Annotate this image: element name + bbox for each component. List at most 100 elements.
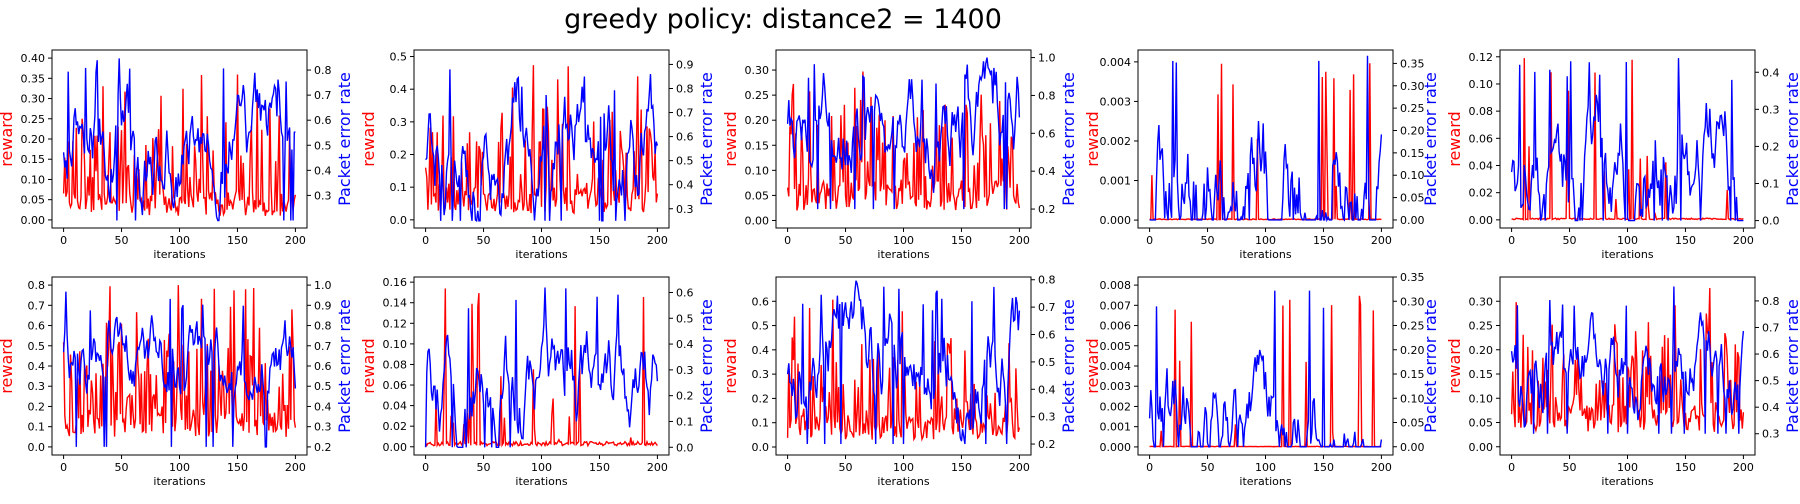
- y2-tick-label: 0.05: [1400, 417, 1425, 430]
- x-tick-label: 200: [647, 234, 668, 247]
- x-tick-label: 0: [60, 461, 67, 474]
- subplot-2: 0 50 100 150 200 iterations 0.0 0.1 0.2 0.3 0.4 0.5…: [359, 49, 716, 261]
- y2-tick-label: 0.4: [676, 179, 694, 192]
- y2-tick-label: 0.4: [676, 338, 694, 351]
- y2-tick-label: 0.4: [1762, 66, 1780, 79]
- x-axis-label: iterations: [1601, 475, 1653, 488]
- y-tick-label: 0.30: [1469, 295, 1494, 308]
- y2-tick-label: 0.10: [1400, 169, 1425, 182]
- y2-tick-label: 0.35: [1400, 57, 1425, 70]
- y2-tick-label: 0.2: [314, 441, 332, 454]
- y2-tick-label: 0.4: [1762, 401, 1780, 414]
- y-tick-label: 0.15: [21, 153, 46, 166]
- reward-series-line: [62, 74, 297, 217]
- y2-tick-label: 0.2: [1038, 203, 1056, 216]
- per-series-line: [62, 58, 296, 222]
- y2-tick-label: 0.7: [1038, 301, 1056, 314]
- y2-tick-label: 0.15: [1400, 368, 1425, 381]
- y-tick-label: 0.4: [28, 360, 46, 373]
- y-tick-label: 0.002: [1100, 400, 1132, 413]
- x-axis-label: iterations: [1239, 475, 1291, 488]
- y-tick-label: 0.25: [21, 113, 46, 126]
- y2-tick-label: 0.8: [314, 320, 332, 333]
- per-series-line: [1510, 58, 1744, 222]
- x-tick-label: 0: [60, 234, 67, 247]
- y-tick-label: 0.4: [390, 83, 408, 96]
- y-tick-label: 0.003: [1100, 380, 1132, 393]
- y-tick-label: 0.007: [1100, 299, 1132, 312]
- per-series-line: [425, 69, 659, 223]
- x-axis-label: iterations: [1239, 248, 1291, 261]
- x-tick-label: 50: [1201, 461, 1215, 474]
- y2-tick-label: 0.2: [1762, 140, 1780, 153]
- y-tick-label: 0.001: [1100, 421, 1132, 434]
- y-axis-label-per: Packet error rate: [1421, 299, 1440, 433]
- y-tick-label: 0.000: [1100, 441, 1132, 454]
- x-tick-label: 150: [227, 461, 248, 474]
- y-tick-label: 0.04: [383, 400, 408, 413]
- y2-tick-label: 0.00: [1400, 441, 1425, 454]
- y-tick-label: 0.20: [745, 114, 770, 127]
- y2-tick-label: 0.8: [1038, 274, 1056, 287]
- x-tick-label: 200: [1371, 234, 1392, 247]
- y-axis-label-per: Packet error rate: [1421, 72, 1440, 206]
- per-series-line: [1510, 286, 1745, 434]
- per-series-line: [62, 291, 297, 448]
- figure-title: greedy policy: distance2 = 1400: [564, 4, 1002, 35]
- y-tick-label: 0.5: [390, 51, 408, 64]
- subplot-6: 0 50 100 150 200 iterations 0.0 0.1 0.2 0.3 0.4 0.5…: [0, 276, 354, 488]
- subplot-9: 0 50 100 150 200 iterations 0.000 0.001 0.002 0.0…: [1083, 271, 1440, 488]
- y-tick-label: 0.30: [745, 64, 770, 77]
- per-series-line: [424, 287, 659, 448]
- x-tick-label: 0: [1146, 461, 1153, 474]
- y2-tick-label: 0.6: [1038, 127, 1056, 140]
- y-tick-label: 0.00: [1469, 214, 1494, 227]
- reward-series-line: [62, 285, 297, 437]
- y2-tick-label: 0.5: [314, 139, 332, 152]
- x-tick-label: 150: [951, 461, 972, 474]
- y-tick-label: 0.3: [390, 116, 408, 129]
- y2-tick-label: 0.20: [1400, 344, 1425, 357]
- y-tick-label: 0.25: [745, 89, 770, 102]
- y-tick-label: 0.0: [28, 441, 46, 454]
- y-tick-label: 0.1: [752, 417, 770, 430]
- reward-series-line: [424, 288, 658, 448]
- y-tick-label: 0.008: [1100, 279, 1132, 292]
- y2-tick-label: 0.3: [314, 189, 332, 202]
- y2-tick-label: 0.0: [1762, 215, 1780, 228]
- x-tick-label: 50: [115, 234, 129, 247]
- subplot-10: 0 50 100 150 200 iterations 0.00 0.05 0.10 0.15 0.…: [1445, 276, 1800, 488]
- y-tick-label: 0.40: [21, 52, 46, 65]
- x-tick-label: 0: [422, 461, 429, 474]
- y-tick-label: 0.0: [752, 441, 770, 454]
- y2-tick-label: 0.8: [314, 64, 332, 77]
- y2-tick-label: 0.6: [314, 114, 332, 127]
- x-tick-label: 100: [169, 461, 190, 474]
- per-series-line: [786, 280, 1021, 445]
- y-tick-label: 0.05: [745, 189, 770, 202]
- x-tick-label: 200: [1009, 461, 1030, 474]
- reward-series-line: [786, 71, 1021, 211]
- x-tick-label: 200: [1733, 234, 1754, 247]
- reward-series-line: [424, 65, 659, 215]
- y2-tick-label: 0.6: [314, 360, 332, 373]
- y-tick-label: 0.16: [383, 276, 408, 289]
- x-tick-label: 150: [1313, 461, 1334, 474]
- x-tick-label: 200: [285, 461, 306, 474]
- subplot-8: 0 50 100 150 200 iterations 0.0 0.1 0.2 0.3 0.4 0.5…: [721, 274, 1078, 488]
- y2-tick-label: 0.5: [676, 155, 694, 168]
- y-axis-label-reward: reward: [1083, 111, 1102, 166]
- y2-tick-label: 1.0: [1038, 52, 1056, 65]
- x-tick-label: 50: [477, 234, 491, 247]
- y2-tick-label: 0.00: [1400, 214, 1425, 227]
- y2-tick-label: 1.0: [314, 279, 332, 292]
- y-tick-label: 0.3: [752, 368, 770, 381]
- y2-tick-label: 0.20: [1400, 125, 1425, 138]
- y-tick-label: 0.06: [1469, 132, 1494, 145]
- y-tick-label: 0.20: [21, 133, 46, 146]
- y-axis-label-reward: reward: [1083, 338, 1102, 393]
- x-axis-label: iterations: [877, 475, 929, 488]
- y-axis-label-per: Packet error rate: [1059, 299, 1078, 433]
- y-tick-label: 0.1: [390, 181, 408, 194]
- x-tick-label: 150: [1313, 234, 1334, 247]
